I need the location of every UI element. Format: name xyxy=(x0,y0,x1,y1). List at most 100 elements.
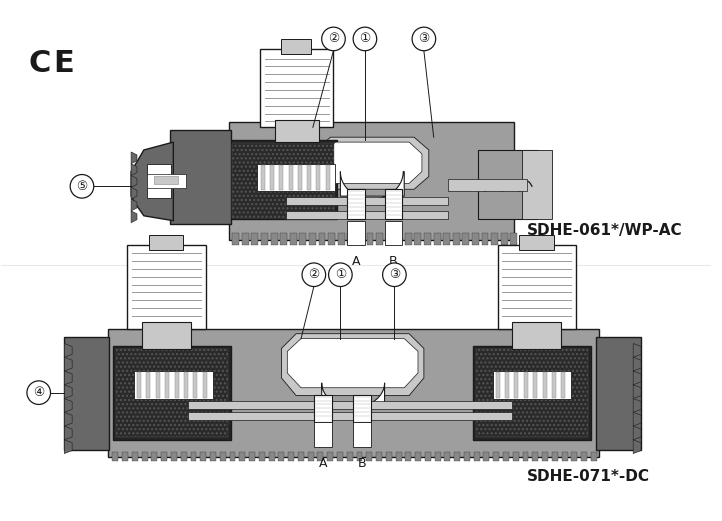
Bar xyxy=(316,165,321,190)
Bar xyxy=(116,350,228,437)
Text: SDHE-061*/WP-AC: SDHE-061*/WP-AC xyxy=(527,223,683,238)
Polygon shape xyxy=(64,412,72,426)
Text: ①: ① xyxy=(335,268,346,281)
Bar xyxy=(484,452,490,462)
Bar xyxy=(156,372,160,398)
Bar xyxy=(287,211,448,219)
Bar xyxy=(307,165,311,190)
Bar xyxy=(596,337,641,450)
Bar xyxy=(251,233,258,245)
Bar xyxy=(279,452,284,462)
Bar xyxy=(113,346,231,440)
Bar xyxy=(405,233,412,245)
Bar xyxy=(175,372,178,398)
Bar xyxy=(327,452,333,462)
Polygon shape xyxy=(131,199,137,211)
Bar xyxy=(318,233,326,245)
Bar xyxy=(482,233,489,245)
Bar xyxy=(462,233,469,245)
Polygon shape xyxy=(316,137,429,189)
Bar xyxy=(232,233,239,245)
Bar xyxy=(513,322,562,350)
Bar xyxy=(298,165,302,190)
Circle shape xyxy=(412,27,435,51)
Bar xyxy=(309,233,316,245)
Text: ⑤: ⑤ xyxy=(77,180,87,193)
Bar xyxy=(386,233,393,245)
Bar xyxy=(476,350,588,437)
Text: A: A xyxy=(352,255,360,268)
Bar xyxy=(543,372,547,398)
Bar xyxy=(591,452,597,462)
Polygon shape xyxy=(633,385,641,399)
Circle shape xyxy=(302,263,326,287)
Text: C: C xyxy=(29,49,51,78)
Bar xyxy=(188,412,513,420)
Bar xyxy=(127,245,206,329)
Bar xyxy=(542,452,548,462)
Bar xyxy=(497,245,576,329)
Bar xyxy=(260,49,334,127)
Bar xyxy=(453,233,460,245)
Circle shape xyxy=(70,175,94,198)
Text: ③: ③ xyxy=(418,32,430,45)
Bar xyxy=(298,452,304,462)
Bar xyxy=(261,165,265,190)
Bar xyxy=(493,452,499,462)
Bar xyxy=(338,233,344,245)
Bar xyxy=(562,452,567,462)
Bar xyxy=(270,165,274,190)
Bar xyxy=(510,233,517,245)
Bar xyxy=(261,233,268,245)
Bar xyxy=(269,452,274,462)
Bar xyxy=(491,233,498,245)
Bar xyxy=(165,372,169,398)
Bar xyxy=(415,452,421,462)
Bar xyxy=(396,452,401,462)
Bar xyxy=(271,233,277,245)
Circle shape xyxy=(329,263,352,287)
Polygon shape xyxy=(633,440,641,454)
Bar xyxy=(405,452,412,462)
Bar xyxy=(353,422,371,446)
Bar xyxy=(64,337,110,450)
Text: SDHE-071*-DC: SDHE-071*-DC xyxy=(527,469,650,483)
Bar xyxy=(347,189,365,219)
Text: ①: ① xyxy=(360,32,370,45)
Bar xyxy=(474,452,479,462)
Bar xyxy=(200,452,206,462)
Text: ④: ④ xyxy=(33,386,44,399)
Polygon shape xyxy=(131,176,137,188)
Bar xyxy=(434,233,440,245)
Bar xyxy=(230,140,337,219)
Bar xyxy=(347,221,365,245)
Text: E: E xyxy=(53,49,74,78)
Bar xyxy=(122,452,128,462)
Polygon shape xyxy=(322,383,385,407)
Polygon shape xyxy=(340,171,404,199)
Text: ②: ② xyxy=(328,32,339,45)
Bar xyxy=(282,39,311,54)
Circle shape xyxy=(383,263,406,287)
Bar xyxy=(314,422,331,446)
Bar xyxy=(367,233,373,245)
Bar xyxy=(108,329,599,456)
Bar xyxy=(289,165,292,190)
Bar xyxy=(230,122,514,240)
Polygon shape xyxy=(64,385,72,399)
Bar xyxy=(353,394,371,422)
Bar xyxy=(171,452,177,462)
Bar xyxy=(142,322,191,350)
Bar xyxy=(522,150,552,219)
Bar xyxy=(274,120,318,142)
Bar xyxy=(532,452,538,462)
Circle shape xyxy=(353,27,377,51)
Bar xyxy=(113,452,118,462)
Bar xyxy=(472,233,479,245)
Bar xyxy=(395,233,402,245)
Bar xyxy=(137,372,141,398)
Polygon shape xyxy=(633,371,641,385)
Circle shape xyxy=(27,381,51,404)
Bar xyxy=(414,233,422,245)
Bar xyxy=(279,165,283,190)
